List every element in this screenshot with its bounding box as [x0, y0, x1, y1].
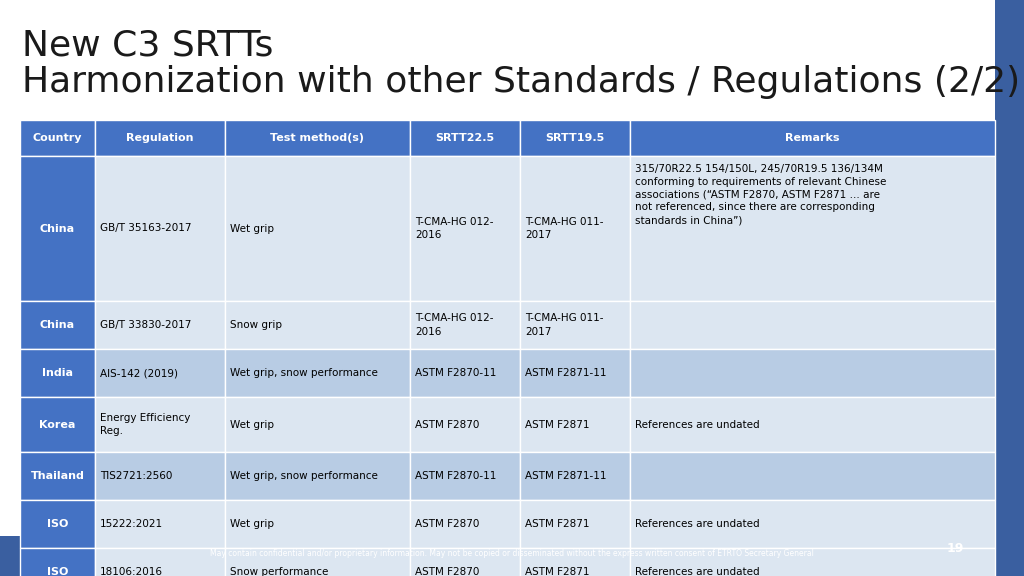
Bar: [95, 548, 225, 576]
Bar: [630, 120, 995, 156]
Bar: [20, 548, 95, 576]
Bar: [20, 500, 95, 548]
Bar: [95, 156, 225, 301]
Text: ASTM F2871: ASTM F2871: [525, 567, 590, 576]
Text: SRTT19.5: SRTT19.5: [546, 133, 604, 143]
Text: Country: Country: [33, 133, 82, 143]
Text: ASTM F2870: ASTM F2870: [415, 567, 479, 576]
Bar: [20, 349, 95, 397]
Bar: [225, 452, 410, 500]
Bar: [630, 156, 995, 301]
Bar: [95, 452, 225, 500]
Text: 18106:2016: 18106:2016: [100, 567, 163, 576]
Bar: [410, 548, 520, 576]
Bar: [630, 452, 995, 500]
Bar: [20, 156, 95, 301]
Text: Remarks: Remarks: [785, 133, 840, 143]
Bar: [95, 349, 225, 397]
Bar: [225, 548, 410, 576]
Text: Wet grip: Wet grip: [230, 519, 274, 529]
Bar: [95, 397, 225, 452]
Bar: [520, 500, 630, 548]
Text: T-CMA-HG 012-
2016: T-CMA-HG 012- 2016: [415, 313, 494, 336]
Text: Wet grip, snow performance: Wet grip, snow performance: [230, 471, 378, 481]
Bar: [225, 120, 410, 156]
Text: ASTM F2871: ASTM F2871: [525, 519, 590, 529]
Bar: [410, 500, 520, 548]
Bar: [520, 349, 630, 397]
Text: ASTM F2871: ASTM F2871: [525, 419, 590, 430]
Text: T-CMA-HG 011-
2017: T-CMA-HG 011- 2017: [525, 217, 603, 240]
Text: ISO: ISO: [47, 567, 69, 576]
Text: ASTM F2870: ASTM F2870: [415, 519, 479, 529]
Text: 315/70R22.5 154/150L, 245/70R19.5 136/134M
conforming to requirements of relevan: 315/70R22.5 154/150L, 245/70R19.5 136/13…: [635, 164, 887, 225]
Text: Korea: Korea: [39, 419, 76, 430]
Text: Snow grip: Snow grip: [230, 320, 282, 330]
Bar: [520, 452, 630, 500]
Text: ISO: ISO: [47, 519, 69, 529]
Text: Regulation: Regulation: [126, 133, 194, 143]
Text: Wet grip, snow performance: Wet grip, snow performance: [230, 368, 378, 378]
Bar: [630, 349, 995, 397]
Bar: [520, 301, 630, 349]
Bar: [225, 349, 410, 397]
Text: Thailand: Thailand: [31, 471, 84, 481]
Bar: [95, 120, 225, 156]
Bar: [20, 120, 95, 156]
Bar: [20, 301, 95, 349]
Text: SRTT22.5: SRTT22.5: [435, 133, 495, 143]
Text: GB/T 33830-2017: GB/T 33830-2017: [100, 320, 191, 330]
Text: Wet grip: Wet grip: [230, 223, 274, 233]
Text: Wet grip: Wet grip: [230, 419, 274, 430]
Bar: [410, 452, 520, 500]
Text: China: China: [40, 320, 75, 330]
Bar: [520, 156, 630, 301]
Text: Energy Efficiency
Reg.: Energy Efficiency Reg.: [100, 413, 190, 436]
Text: ASTM F2871-11: ASTM F2871-11: [525, 368, 606, 378]
Text: ASTM F2870-11: ASTM F2870-11: [415, 368, 497, 378]
Bar: [20, 452, 95, 500]
Bar: [520, 397, 630, 452]
Text: ASTM F2870: ASTM F2870: [415, 419, 479, 430]
Bar: [410, 397, 520, 452]
Bar: [95, 301, 225, 349]
Bar: [630, 397, 995, 452]
Text: References are undated: References are undated: [635, 567, 760, 576]
Bar: [410, 156, 520, 301]
Bar: [410, 349, 520, 397]
Text: References are undated: References are undated: [635, 519, 760, 529]
Text: TIS2721:2560: TIS2721:2560: [100, 471, 172, 481]
Text: India: India: [42, 368, 73, 378]
Bar: [410, 301, 520, 349]
Text: GB/T 35163-2017: GB/T 35163-2017: [100, 223, 191, 233]
Text: ASTM F2870-11: ASTM F2870-11: [415, 471, 497, 481]
Text: T-CMA-HG 012-
2016: T-CMA-HG 012- 2016: [415, 217, 494, 240]
Text: Test method(s): Test method(s): [270, 133, 365, 143]
Text: 19: 19: [946, 541, 964, 555]
Text: References are undated: References are undated: [635, 419, 760, 430]
Text: Snow performance: Snow performance: [230, 567, 329, 576]
Bar: [520, 120, 630, 156]
Bar: [995, 0, 1024, 576]
Bar: [20, 397, 95, 452]
Text: Harmonization with other Standards / Regulations (2/2): Harmonization with other Standards / Reg…: [22, 65, 1020, 99]
Bar: [0, 536, 995, 576]
Text: AIS-142 (2019): AIS-142 (2019): [100, 368, 178, 378]
Text: 15222:2021: 15222:2021: [100, 519, 163, 529]
Bar: [225, 397, 410, 452]
Bar: [630, 301, 995, 349]
Bar: [225, 301, 410, 349]
Text: May contain confidential and/or proprietary information. May not be copied or di: May contain confidential and/or propriet…: [210, 550, 814, 559]
Text: T-CMA-HG 011-
2017: T-CMA-HG 011- 2017: [525, 313, 603, 336]
Bar: [225, 500, 410, 548]
Bar: [520, 548, 630, 576]
Bar: [225, 156, 410, 301]
Text: China: China: [40, 223, 75, 233]
Bar: [95, 500, 225, 548]
Text: ASTM F2871-11: ASTM F2871-11: [525, 471, 606, 481]
Bar: [630, 500, 995, 548]
Text: New C3 SRTTs: New C3 SRTTs: [22, 28, 273, 62]
Bar: [410, 120, 520, 156]
Bar: [630, 548, 995, 576]
